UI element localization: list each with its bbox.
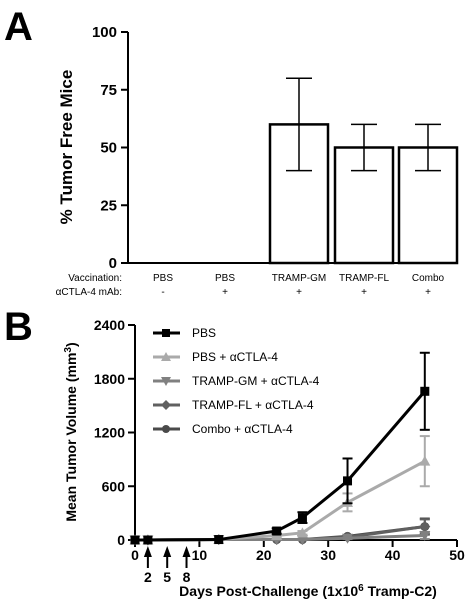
panel-a-bar-chart: 0 25 50 75 100 % Tumor Free Mice Vaccination… [56, 24, 459, 298]
series-line [135, 390, 426, 542]
panel-b-x-tick-label: 0 [131, 547, 139, 563]
data-point-square [272, 526, 282, 536]
legend-item: Combo + αCTLA-4 [153, 422, 293, 436]
panel-a-category-label: PBS [153, 273, 173, 284]
panel-b-y-tick-label: 2400 [94, 317, 125, 333]
vaccination-row-label: Vaccination: [68, 273, 122, 284]
panel-b-x-tick-label: 20 [256, 547, 272, 563]
legend-label: TRAMP-GM + αCTLA-4 [192, 374, 320, 388]
panel-b-x-tick-label: 50 [449, 547, 465, 563]
legend-label: PBS + αCTLA-4 [192, 350, 278, 364]
data-point-square [214, 535, 224, 545]
data-point-square [162, 329, 170, 337]
panel-b-y-tick-label: 600 [102, 478, 126, 494]
injection-day-label: 5 [163, 569, 171, 585]
injection-arrowhead [182, 546, 191, 557]
data-point-square [143, 535, 153, 545]
data-point-triangle-up [296, 527, 308, 538]
injection-day-label: 8 [183, 569, 191, 585]
data-point-triangle-down [161, 377, 171, 386]
panel-a-y-axis-label: % Tumor Free Mice [57, 70, 76, 225]
panel-b-y-tick-label: 1200 [94, 425, 125, 441]
legend-item: TRAMP-FL + αCTLA-4 [153, 398, 314, 412]
panel-b-x-tick-label: 40 [385, 547, 401, 563]
injection-arrowhead [163, 546, 172, 557]
injection-day-label: 2 [144, 569, 152, 585]
panel-a-antibody-label: + [361, 287, 367, 298]
data-point-triangle-down [296, 535, 308, 546]
legend-label: PBS [192, 326, 216, 340]
data-point-triangle-down [342, 533, 354, 544]
legend-label: Combo + αCTLA-4 [192, 422, 293, 436]
panel-a-antibody-label: + [296, 287, 302, 298]
panel-a-category-label: PBS [215, 273, 235, 284]
panel-a-antibody-label: + [425, 287, 431, 298]
panel-b-y-tick-label: 1800 [94, 371, 125, 387]
data-point-diamond [161, 400, 171, 410]
series-pbs [130, 351, 430, 545]
data-point-triangle-up [419, 455, 431, 466]
panel-b-y-axis-label: Mean Tumor Volume (mm3) [63, 342, 80, 521]
antibody-row-label: αCTLA-4 mAb: [56, 287, 122, 298]
legend-label: TRAMP-FL + αCTLA-4 [192, 398, 314, 412]
panel-b-x-tick-label: 30 [320, 547, 336, 563]
panel-a-y-tick-label: 0 [109, 255, 117, 272]
panel-a-y-tick-label: 75 [100, 82, 117, 99]
panel-a-antibody-label: + [222, 287, 228, 298]
panel-a-y-tick-label: 50 [100, 140, 117, 157]
panel-a-y-tick-label: 25 [100, 197, 117, 214]
data-point-triangle-up [161, 352, 171, 361]
data-point-square [420, 386, 430, 396]
data-point-square [297, 513, 307, 523]
panel-a-category-label: Combo [412, 273, 445, 284]
data-point-triangle-down [419, 531, 431, 542]
panel-b-x-tick-label: 10 [192, 547, 208, 563]
panel-a-category-label: TRAMP-GM [272, 273, 326, 284]
legend-item: PBS [153, 326, 216, 340]
data-point-circle [162, 425, 170, 433]
panel-a-antibody-label: - [161, 287, 164, 298]
panel-a-label: A [4, 5, 33, 49]
data-point-square [130, 535, 140, 545]
panel-a-category-label: TRAMP-FL [339, 273, 389, 284]
panel-a-y-tick-label: 100 [92, 24, 117, 41]
panel-b-x-axis-label: Days Post-Challenge (1x106 Tramp-C2) [179, 583, 437, 600]
data-point-square [343, 476, 353, 486]
injection-arrowhead [143, 546, 152, 557]
panel-b-label: B [4, 305, 33, 349]
legend-item: PBS + αCTLA-4 [153, 350, 278, 364]
legend-item: TRAMP-GM + αCTLA-4 [153, 374, 320, 388]
panel-b-y-tick-label: 0 [117, 532, 125, 548]
data-point-diamond [419, 521, 431, 533]
